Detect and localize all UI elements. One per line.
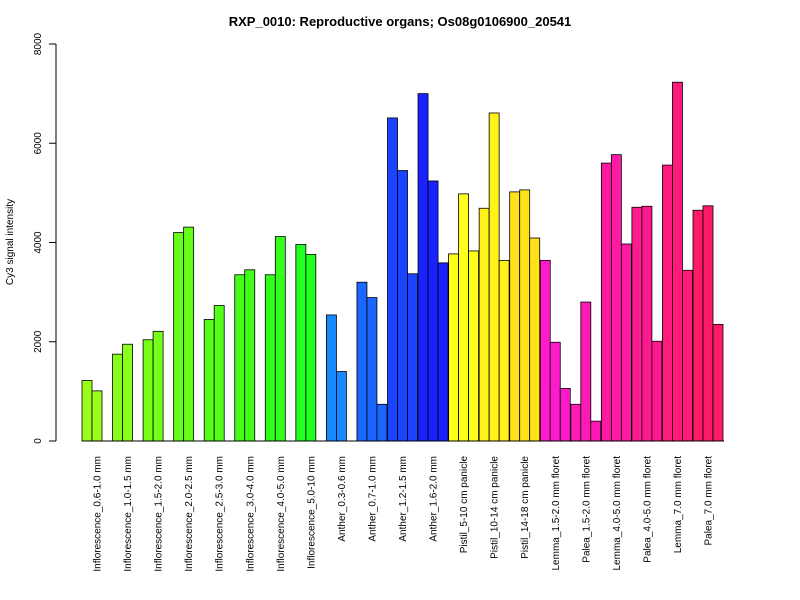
bar [152,330,164,442]
x-tick-label: Inflorescence_3.0-4.0 mm [245,456,256,572]
x-tick-label: Inflorescence_0.6-1.0 mm [93,456,104,572]
x-tick-label: Anther_1.6-2.0 mm [429,456,440,542]
bar [91,390,103,442]
x-tick-label: Palea_1.5-2.0 mm floret [581,456,592,563]
bar [234,274,246,442]
x-tick-label: Anther_0.3-0.6 mm [337,456,348,542]
bar [274,236,286,442]
bar [81,380,93,442]
bar [539,259,551,442]
bar [366,297,378,442]
x-tick-label: Anther_1.2-1.5 mm [398,456,409,542]
bar [590,420,602,442]
bar [183,226,195,442]
bar [620,243,632,442]
bar [203,319,215,442]
y-tick-label: 0 [33,438,44,444]
bar [610,154,622,442]
bar [264,274,276,442]
x-tick-label: Lemma_4.0-5.0 mm floret [612,456,623,571]
x-tick-label: Pistil_10-14 cm panicle [490,456,501,559]
bar [549,341,561,442]
y-tick-label: 6000 [33,132,44,155]
bar [356,281,368,442]
bar [112,353,123,442]
bar [173,232,185,442]
x-tick-label: Palea_7.0 mm floret [704,456,715,546]
bar [641,205,653,442]
bar [325,314,337,442]
bar [682,269,693,442]
bar [213,305,225,442]
bar [529,237,541,442]
bar-layer [81,81,724,442]
y-tick-label: 2000 [33,330,44,353]
bar [478,207,490,442]
y-tick-label: 8000 [33,32,44,55]
y-tick-label: 4000 [33,231,44,254]
bar [519,189,531,442]
bar [427,180,439,442]
bar [142,339,154,442]
bar [672,81,683,442]
x-tick-label: Inflorescence_4.0-5.0 mm [276,456,287,572]
bar [376,403,388,442]
y-axis-label: Cy3 signal intensity [5,199,16,285]
bar [295,244,307,442]
bar [244,269,256,442]
bar [397,170,408,442]
x-tick-label: Inflorescence_2.5-3.0 mm [215,456,226,572]
bar [559,387,571,442]
x-tick-label: Palea_4.0-5.0 mm floret [642,456,653,563]
bar [692,209,704,442]
y-axis: 0 2000 4000 6000 8000 [33,32,57,444]
bar [437,262,449,442]
bar [458,193,470,442]
bar [387,117,398,442]
x-tick-label: Lemma_1.5-2.0 mm floret [551,456,562,571]
x-tick-label: Pistil_14-18 cm panicle [520,456,531,559]
bar [712,323,724,442]
bar [305,254,317,442]
x-tick-label: Inflorescence_1.0-1.5 mm [123,456,134,572]
bar [570,403,582,442]
bar [488,112,500,442]
bar [651,340,663,442]
bar [600,162,612,442]
bar [417,93,429,442]
chart-title: RXP_0010: Reproductive organs; Os08g0106… [229,14,572,29]
bar [498,259,510,442]
bar [335,371,347,442]
x-tick-label: Pistil_5-10 cm panicle [459,456,470,554]
bar [631,206,643,442]
bar [702,205,714,442]
x-axis: Inflorescence_0.6-1.0 mm Inflorescence_1.… [82,440,724,572]
bar [122,343,133,442]
bar [407,273,418,442]
x-tick-label: Inflorescence_2.0-2.5 mm [184,456,195,572]
bar [468,250,480,442]
x-tick-label: Inflorescence_5.0-10 mm [306,456,317,569]
bar [662,164,673,442]
x-tick-label: Lemma_7.0 mm floret [673,456,684,553]
bar [509,191,521,442]
bar [580,301,592,442]
x-tick-label: Anther_0.7-1.0 mm [367,456,378,542]
x-tick-label: Inflorescence_1.5-2.0 mm [154,456,165,572]
bar [448,253,460,442]
